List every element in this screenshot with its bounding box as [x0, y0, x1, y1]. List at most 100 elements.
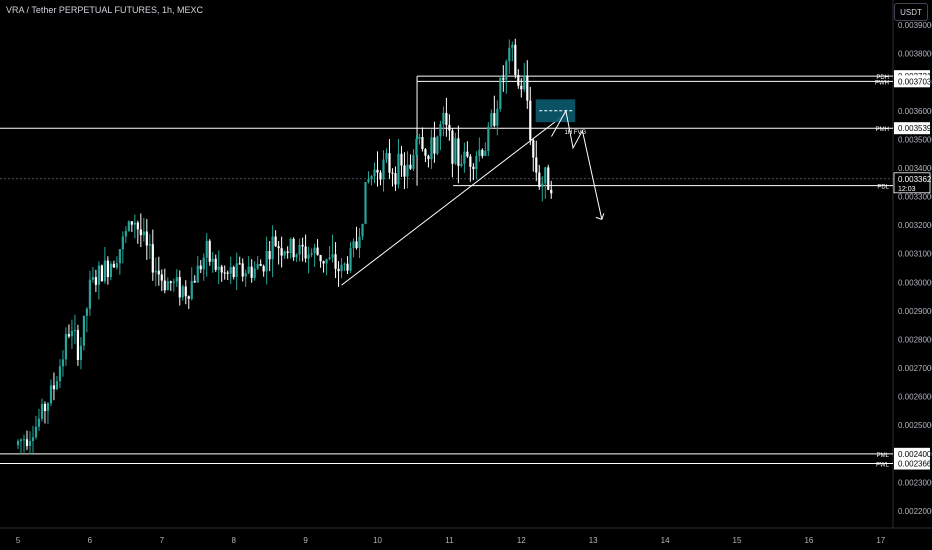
candle-body — [355, 241, 358, 248]
candle-body — [412, 154, 415, 169]
candle-body — [454, 138, 457, 164]
candle-body — [187, 296, 190, 299]
candle-body — [148, 244, 151, 246]
price-tick-label: 0.0022000 — [898, 507, 932, 516]
candle-body — [316, 247, 319, 255]
candle-body — [211, 258, 214, 262]
candle-body — [280, 248, 283, 256]
candle-body — [358, 236, 361, 248]
candle-body — [511, 44, 514, 48]
candle-body — [40, 403, 44, 419]
candle-body — [526, 76, 529, 101]
candle-body — [208, 240, 211, 262]
candle-body — [151, 244, 154, 273]
candle-body — [391, 172, 394, 174]
candle-body — [118, 249, 121, 264]
candle-body — [217, 266, 220, 270]
candle-body — [409, 164, 412, 169]
candle-body — [169, 281, 172, 283]
candle-body — [43, 403, 47, 411]
candle-body — [199, 265, 202, 270]
candle-body — [85, 308, 89, 316]
candle-body — [163, 280, 166, 291]
candle-body — [325, 259, 328, 264]
candle-body — [478, 149, 481, 157]
candle-body — [256, 264, 259, 269]
level-name-pdl: PDL — [877, 185, 889, 191]
candle-body — [547, 167, 550, 190]
candle-body — [178, 277, 181, 298]
candle-body — [16, 440, 20, 446]
level-price-value: 0.002400 — [898, 450, 932, 459]
candle-body — [349, 248, 352, 271]
candle-body — [73, 330, 77, 332]
candle-body — [406, 164, 409, 177]
candle-body — [244, 273, 247, 277]
candle-body — [235, 263, 238, 278]
drawings-layer: 1H FVG — [341, 99, 605, 286]
candle-body — [472, 166, 475, 170]
candle-body — [319, 254, 322, 262]
level-name-pwh: PWH — [875, 80, 889, 86]
candle-body — [361, 223, 364, 237]
candle-body — [106, 260, 109, 278]
chart-title: VRA / Tether PERPETUAL FUTURES, 1h, MEXC — [6, 5, 204, 15]
candle-body — [31, 437, 35, 442]
candle-body — [88, 279, 91, 309]
candle-body — [442, 112, 445, 125]
candle-body — [352, 241, 355, 249]
candle-body — [67, 334, 71, 337]
time-tick-label: 8 — [231, 536, 236, 545]
candle-body — [103, 260, 106, 282]
candle-body — [382, 159, 385, 180]
trendline — [341, 113, 567, 286]
level-price-tag — [894, 457, 930, 470]
candle-body — [109, 263, 112, 278]
candle-body — [220, 266, 223, 273]
level-price-value: 0.002366 — [898, 460, 932, 469]
candle-body — [343, 263, 346, 265]
candle-body — [493, 113, 496, 126]
candle-body — [529, 100, 532, 141]
candle-body — [214, 258, 217, 270]
candle-body — [94, 277, 97, 285]
candle-body — [502, 77, 505, 80]
candle-body — [115, 263, 118, 268]
candle-body — [508, 47, 511, 62]
candle-body — [541, 183, 544, 187]
candle-body — [157, 270, 160, 275]
candle-body — [112, 263, 115, 268]
candle-body — [448, 124, 451, 131]
candle-body — [136, 222, 139, 230]
candle-body — [127, 221, 130, 232]
candle-body — [307, 254, 310, 259]
candle-body — [70, 330, 74, 337]
candle-body — [175, 277, 178, 282]
candle-body — [271, 236, 274, 260]
candle-body — [37, 418, 41, 427]
candle-body — [370, 176, 373, 180]
candle-body — [430, 137, 433, 160]
candle-body — [22, 439, 26, 441]
candle-body — [49, 385, 53, 404]
candle-body — [418, 137, 421, 139]
time-tick-label: 5 — [16, 536, 21, 545]
candle-body — [205, 240, 208, 258]
currency-selector-button[interactable]: USDT — [894, 3, 928, 21]
candle-body — [298, 244, 301, 255]
candle-body — [313, 247, 316, 254]
time-tick-label: 10 — [373, 536, 382, 545]
candle-body — [79, 345, 83, 361]
candle-body — [514, 44, 517, 75]
arrow-head-icon — [595, 213, 605, 221]
candle-body — [490, 113, 493, 127]
candle-body — [397, 153, 400, 185]
candle-body — [259, 264, 262, 267]
candle-body — [277, 246, 280, 249]
candle-body — [154, 270, 157, 273]
